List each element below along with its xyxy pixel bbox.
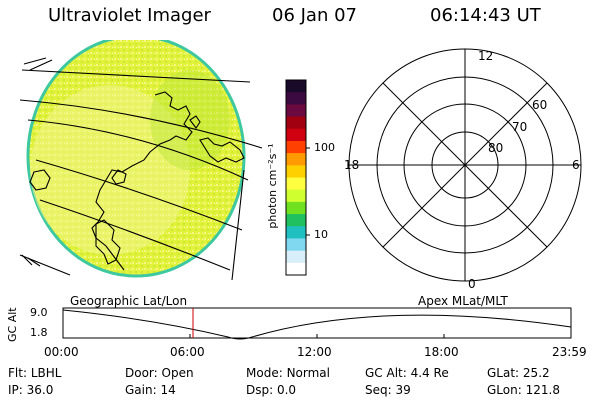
colorbar-segment xyxy=(286,201,306,215)
mlt-label-12: 12 xyxy=(478,49,493,63)
colorbar-segment xyxy=(286,226,306,239)
colorbar-segment xyxy=(286,153,306,166)
altitude-ytick-min: 1.8 xyxy=(30,326,48,339)
colorbar-segment xyxy=(286,116,306,130)
colorbar-segment xyxy=(286,104,306,118)
date-label: 06 Jan 07 xyxy=(272,5,357,26)
colorbar-segment xyxy=(286,128,306,142)
colorbar-segment xyxy=(286,189,306,203)
lat-lon-grid xyxy=(19,57,263,281)
colorbar-segment xyxy=(286,177,306,191)
status-mode: Mode: Normal xyxy=(246,366,330,380)
polar-grid xyxy=(348,48,582,282)
colorbar-segment xyxy=(286,214,306,227)
colorbar-tick-100: 100 xyxy=(314,141,335,154)
status-seq: Seq: 39 xyxy=(365,383,411,397)
colorbar-segment xyxy=(286,80,306,93)
mlt-label-0: 0 xyxy=(468,277,476,291)
mlt-label-18: 18 xyxy=(344,158,359,172)
colorbar-segment xyxy=(286,140,306,154)
mlat-label-70: 70 xyxy=(512,120,527,134)
altitude-ytick-max: 9.0 xyxy=(30,306,48,319)
apex-label: Apex MLat/MLT xyxy=(418,294,508,308)
colorbar-segment xyxy=(286,165,306,178)
colorbar-segment xyxy=(286,262,306,276)
colorbar-segment xyxy=(286,238,306,252)
polar-plot: 12 18 6 0 60 70 80 xyxy=(344,48,582,291)
geographic-label: Geographic Lat/Lon xyxy=(70,294,188,308)
status-glat: GLat: 25.2 xyxy=(487,366,550,380)
status-ip: IP: 36.0 xyxy=(8,383,54,397)
mlat-label-60: 60 xyxy=(532,98,547,112)
status-gc-alt: GC Alt: 4.4 Re xyxy=(365,366,449,380)
mlt-label-6: 6 xyxy=(572,158,580,172)
status-door: Door: Open xyxy=(125,366,194,380)
status-gain: Gain: 14 xyxy=(125,383,176,397)
altitude-xtick-1: 06:00 xyxy=(170,345,205,359)
colorbar-unit-label: photon cm⁻²s⁻¹ xyxy=(266,143,279,229)
altitude-xtick-4: 23:59 xyxy=(552,345,587,359)
status-glon: GLon: 121.8 xyxy=(487,383,560,397)
status-dsp: Dsp: 0.0 xyxy=(246,383,297,397)
altitude-xtick-3: 18:00 xyxy=(424,345,459,359)
colorbar-tick-10: 10 xyxy=(314,228,328,241)
status-flt: Flt: LBHL xyxy=(8,366,62,380)
instrument-title: Ultraviolet Imager xyxy=(48,5,211,26)
color-scale-bar xyxy=(285,79,310,276)
altitude-ylabel: GC Alt xyxy=(6,307,19,342)
colorbar-segment xyxy=(286,250,306,264)
earth-image xyxy=(19,40,263,281)
mlat-label-80: 80 xyxy=(488,141,503,155)
altitude-xtick-0: 00:00 xyxy=(44,345,79,359)
altitude-curve xyxy=(62,309,572,340)
coastlines xyxy=(29,91,245,271)
altitude-plot xyxy=(62,307,572,340)
altitude-xtick-2: 12:00 xyxy=(297,345,332,359)
colorbar-segment xyxy=(286,92,306,105)
time-label: 06:14:43 UT xyxy=(430,5,541,26)
